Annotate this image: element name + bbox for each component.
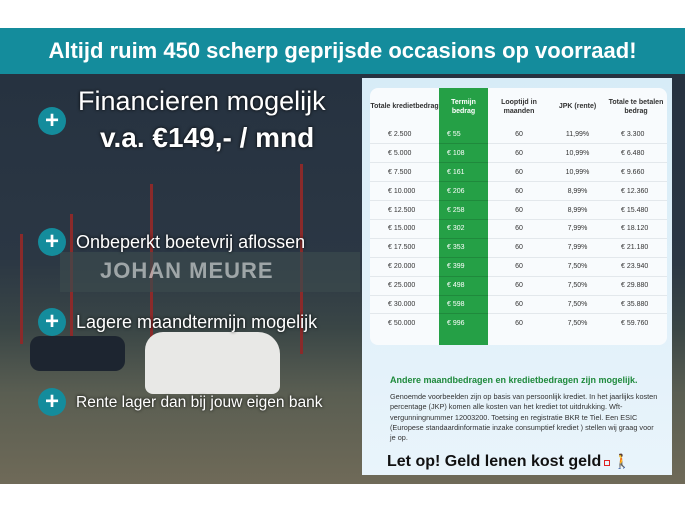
table-cell: € 2.500 <box>388 130 412 138</box>
table-cell: € 50.000 <box>370 313 439 333</box>
table-row: € 30.000 € 598 60 7,50% € 35.880 <box>370 294 667 314</box>
table-row: € 12.500 € 258 60 8,99% € 15.480 <box>370 200 667 220</box>
table-cell: € 598 <box>439 294 488 314</box>
table-cell: € 29.880 <box>605 275 667 296</box>
table-row: € 20.000 € 399 60 7,50% € 23.940 <box>370 256 667 277</box>
table-cell: 60 <box>515 130 523 138</box>
col-header: Termijn bedrag <box>451 98 476 115</box>
table-row: € 15.000 € 302 60 7,99% € 18.120 <box>370 218 667 239</box>
table-cell: € 12.360 <box>605 181 667 201</box>
table-cell: € 161 <box>439 162 488 182</box>
financing-headline: Financieren mogelijk <box>78 86 326 116</box>
table-cell: € 353 <box>439 237 488 258</box>
plus-icon: + <box>38 388 66 416</box>
table-cell: € 206 <box>439 181 488 201</box>
table-cell: € 9.660 <box>605 162 667 182</box>
table-cell: € 6.480 <box>605 143 667 163</box>
table-cell: 7,50% <box>550 256 605 277</box>
table-cell: € 302 <box>439 218 488 239</box>
table-cell: 60 <box>488 256 550 277</box>
table-cell: 60 <box>488 162 550 182</box>
table-cell: 11,99% <box>565 130 590 138</box>
warning-text: Let op! Geld lenen kost geld <box>387 453 602 470</box>
financing-panel: Totale kredietbedrag Termijn bedrag Loop… <box>362 78 672 475</box>
table-cell: € 30.000 <box>370 294 439 314</box>
table-cell: 7,50% <box>550 294 605 314</box>
table-cell: 10,99% <box>550 143 605 163</box>
table-cell: 60 <box>488 275 550 296</box>
table-cell: 10,99% <box>550 162 605 182</box>
table-cell: € 996 <box>439 313 488 333</box>
table-row: € 2.500 € 55 60 11,99% € 3.300 <box>370 125 667 144</box>
plus-icon: + <box>38 107 66 135</box>
table-cell: € 258 <box>439 200 488 220</box>
banner-title: Altijd ruim 450 scherp geprijsde occasio… <box>48 38 637 63</box>
table-cell: € 35.880 <box>605 294 667 314</box>
lock-icon <box>604 460 611 466</box>
white-car <box>145 332 280 394</box>
table-cell: 7,99% <box>550 237 605 258</box>
feature-item: Onbeperkt boetevrij aflossen <box>76 232 306 252</box>
table-cell: € 12.500 <box>370 200 439 220</box>
table-cell: 60 <box>488 294 550 314</box>
table-row: € 25.000 € 498 60 7,50% € 29.880 <box>370 275 667 296</box>
table-cell: 7,50% <box>550 313 605 333</box>
table-cell: € 25.000 <box>370 275 439 296</box>
table-cell: € 15.000 <box>370 218 439 239</box>
table-cell: € 3.300 <box>621 130 645 138</box>
table-cell: 8,99% <box>550 181 605 201</box>
note-title: Andere maandbedragen en kredietbedragen … <box>390 375 638 385</box>
table-cell: € 21.180 <box>605 237 667 258</box>
table-cell: € 7.500 <box>370 162 439 182</box>
table-cell: € 108 <box>439 143 488 163</box>
table-cell: € 59.760 <box>605 313 667 333</box>
col-header: Totale te betalen bedrag <box>608 98 664 115</box>
financing-price: v.a. €149,- / mnd <box>100 122 315 153</box>
table-cell: 7,50% <box>550 275 605 296</box>
table-cell: 60 <box>488 237 550 258</box>
table-cell: 60 <box>488 218 550 239</box>
walking-person-icon: 🚶 <box>613 453 631 469</box>
table-cell: € 10.000 <box>370 181 439 201</box>
top-banner: Altijd ruim 450 scherp geprijsde occasio… <box>0 28 685 74</box>
table-cell: 60 <box>488 200 550 220</box>
plus-icon: + <box>38 228 66 256</box>
table-cell: 60 <box>488 181 550 201</box>
table-row: € 10.000 € 206 60 8,99% € 12.360 <box>370 181 667 201</box>
note-body: Genoemde voorbeelden zijn op basis van p… <box>390 392 658 443</box>
plus-icon: + <box>38 308 66 336</box>
table-cell: € 20.000 <box>370 256 439 277</box>
table-row: € 7.500 € 161 60 10,99% € 9.660 <box>370 162 667 182</box>
feature-item: Lagere maandtermijn mogelijk <box>76 312 318 332</box>
table-cell: 60 <box>488 143 550 163</box>
table-cell: € 55 <box>447 130 461 138</box>
dealer-sign: JOHAN MEURE <box>60 252 360 292</box>
table-cell: € 498 <box>439 275 488 296</box>
loan-table-card: Totale kredietbedrag Termijn bedrag Loop… <box>370 88 667 345</box>
col-header: Looptijd in maanden <box>501 98 537 115</box>
table-cell: 60 <box>488 313 550 333</box>
table-row: € 50.000 € 996 60 7,50% € 59.760 <box>370 313 667 333</box>
table-cell: 7,99% <box>550 218 605 239</box>
table-cell: € 18.120 <box>605 218 667 239</box>
loan-table: Totale kredietbedrag Termijn bedrag Loop… <box>370 88 667 333</box>
table-cell: 8,99% <box>550 200 605 220</box>
feature-item: Rente lager dan bij jouw eigen bank <box>76 394 323 411</box>
warning: Let op! Geld lenen kost geld 🚶 <box>387 453 631 471</box>
col-header: Totale kredietbedrag <box>370 103 439 110</box>
table-cell: € 5.000 <box>370 143 439 163</box>
table-row: € 17.500 € 353 60 7,99% € 21.180 <box>370 237 667 258</box>
dark-car <box>30 336 125 371</box>
table-row: € 5.000 € 108 60 10,99% € 6.480 <box>370 143 667 163</box>
table-cell: € 399 <box>439 256 488 277</box>
table-cell: € 15.480 <box>605 200 667 220</box>
col-header: JPK (rente) <box>558 103 597 110</box>
table-cell: € 17.500 <box>370 237 439 258</box>
table-cell: € 23.940 <box>605 256 667 277</box>
